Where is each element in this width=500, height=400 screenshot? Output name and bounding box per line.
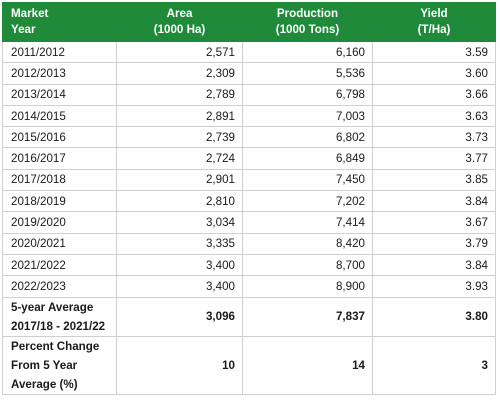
percent-change-label-line3: Average (%)	[11, 377, 78, 391]
cell-production: 8,900	[242, 275, 373, 298]
header-market-year: Market Year	[2, 2, 117, 42]
table-row: 2019/2020 3,034 7,414 3.67	[2, 211, 496, 234]
cell-year: 2018/2019	[2, 190, 117, 213]
cell-area: 3,400	[116, 253, 243, 277]
table-row: 2012/2013 2,309 5,536 3.60	[2, 62, 496, 85]
table-row: 2015/2016 2,739 6,802 3.73	[2, 126, 496, 149]
cell-yield: 3.60	[372, 62, 496, 85]
average-label-line1: 5-year Average	[11, 300, 94, 314]
cell-year: 2016/2017	[2, 147, 117, 170]
cell-production: 6,160	[242, 40, 373, 64]
percent-change-production: 14	[242, 335, 373, 395]
cell-yield: 3.79	[372, 232, 496, 255]
cell-year: 2020/2021	[2, 232, 117, 255]
cell-yield: 3.67	[372, 211, 496, 234]
crop-statistics-table: Market Year Area (1000 Ha) Production (1…	[2, 2, 496, 395]
header-yield-line1: Yield	[420, 7, 448, 20]
table-row: 2016/2017 2,724 6,849 3.77	[2, 147, 496, 170]
cell-production: 6,802	[242, 126, 373, 149]
cell-area: 2,724	[116, 147, 243, 170]
header-area: Area (1000 Ha)	[116, 2, 243, 42]
percent-change-area: 10	[116, 335, 243, 395]
cell-year: 2022/2023	[2, 275, 117, 298]
cell-area: 3,400	[116, 275, 243, 298]
cell-yield: 3.66	[372, 83, 496, 106]
cell-year: 2012/2013	[2, 62, 117, 85]
percent-change-label: Percent Change From 5 Year Average (%)	[2, 335, 117, 395]
average-row: 5-year Average 2017/18 - 2021/22 3,096 7…	[2, 296, 496, 337]
header-area-line1: Area	[166, 7, 193, 20]
header-production-line2: (1000 Tons)	[275, 23, 340, 36]
percent-change-yield: 3	[372, 335, 496, 395]
header-area-line2: (1000 Ha)	[153, 23, 206, 36]
cell-production: 8,420	[242, 232, 373, 255]
average-yield: 3.80	[372, 296, 496, 337]
cell-production: 7,202	[242, 190, 373, 213]
percent-change-label-line2: From 5 Year	[11, 358, 78, 372]
table-row: 2017/2018 2,901 7,450 3.85	[2, 168, 496, 192]
percent-change-row: Percent Change From 5 Year Average (%) 1…	[2, 335, 496, 395]
cell-yield: 3.59	[372, 40, 496, 64]
table-header: Market Year Area (1000 Ha) Production (1…	[2, 2, 496, 42]
cell-area: 2,571	[116, 40, 243, 64]
cell-yield: 3.84	[372, 190, 496, 213]
cell-area: 3,034	[116, 211, 243, 234]
cell-production: 6,849	[242, 147, 373, 170]
cell-yield: 3.85	[372, 168, 496, 192]
average-label-line2: 2017/18 - 2021/22	[11, 319, 106, 333]
cell-production: 6,798	[242, 83, 373, 106]
table-row: 2013/2014 2,789 6,798 3.66	[2, 83, 496, 106]
cell-year: 2019/2020	[2, 211, 117, 234]
table-row: 2018/2019 2,810 7,202 3.84	[2, 190, 496, 213]
table-body: 2011/2012 2,571 6,160 3.59 2012/2013 2,309 5,…	[2, 40, 496, 395]
cell-yield: 3.84	[372, 253, 496, 277]
cell-area: 2,810	[116, 190, 243, 213]
cell-production: 7,414	[242, 211, 373, 234]
cell-production: 5,536	[242, 62, 373, 85]
cell-area: 2,789	[116, 83, 243, 106]
cell-yield: 3.73	[372, 126, 496, 149]
table-row: 2022/2023 3,400 8,900 3.93	[2, 275, 496, 298]
header-market-year-line1: Market	[11, 7, 49, 20]
cell-year: 2011/2012	[2, 40, 117, 64]
table-row: 2020/2021 3,335 8,420 3.79	[2, 232, 496, 255]
cell-production: 8,700	[242, 253, 373, 277]
percent-change-label-line1: Percent Change	[11, 339, 100, 353]
cell-yield: 3.93	[372, 275, 496, 298]
header-production-line1: Production	[276, 7, 339, 20]
cell-yield: 3.77	[372, 147, 496, 170]
header-market-year-line2: Year	[11, 23, 36, 36]
cell-year: 2014/2015	[2, 104, 117, 128]
average-label: 5-year Average 2017/18 - 2021/22	[2, 296, 117, 337]
table-row: 2021/2022 3,400 8,700 3.84	[2, 253, 496, 277]
header-row: Market Year Area (1000 Ha) Production (1…	[2, 2, 496, 42]
average-production: 7,837	[242, 296, 373, 337]
cell-production: 7,003	[242, 104, 373, 128]
header-yield-line2: (T/Ha)	[417, 23, 451, 36]
header-yield: Yield (T/Ha)	[372, 2, 496, 42]
average-area: 3,096	[116, 296, 243, 337]
cell-year: 2015/2016	[2, 126, 117, 149]
cell-year: 2021/2022	[2, 253, 117, 277]
cell-area: 2,739	[116, 126, 243, 149]
header-production: Production (1000 Tons)	[242, 2, 373, 42]
table-row: 2011/2012 2,571 6,160 3.59	[2, 40, 496, 64]
data-table-container: Market Year Area (1000 Ha) Production (1…	[2, 2, 496, 396]
cell-area: 3,335	[116, 232, 243, 255]
cell-year: 2013/2014	[2, 83, 117, 106]
table-row: 2014/2015 2,891 7,003 3.63	[2, 104, 496, 128]
cell-area: 2,901	[116, 168, 243, 192]
cell-area: 2,891	[116, 104, 243, 128]
cell-year: 2017/2018	[2, 168, 117, 192]
cell-area: 2,309	[116, 62, 243, 85]
cell-yield: 3.63	[372, 104, 496, 128]
cell-production: 7,450	[242, 168, 373, 192]
